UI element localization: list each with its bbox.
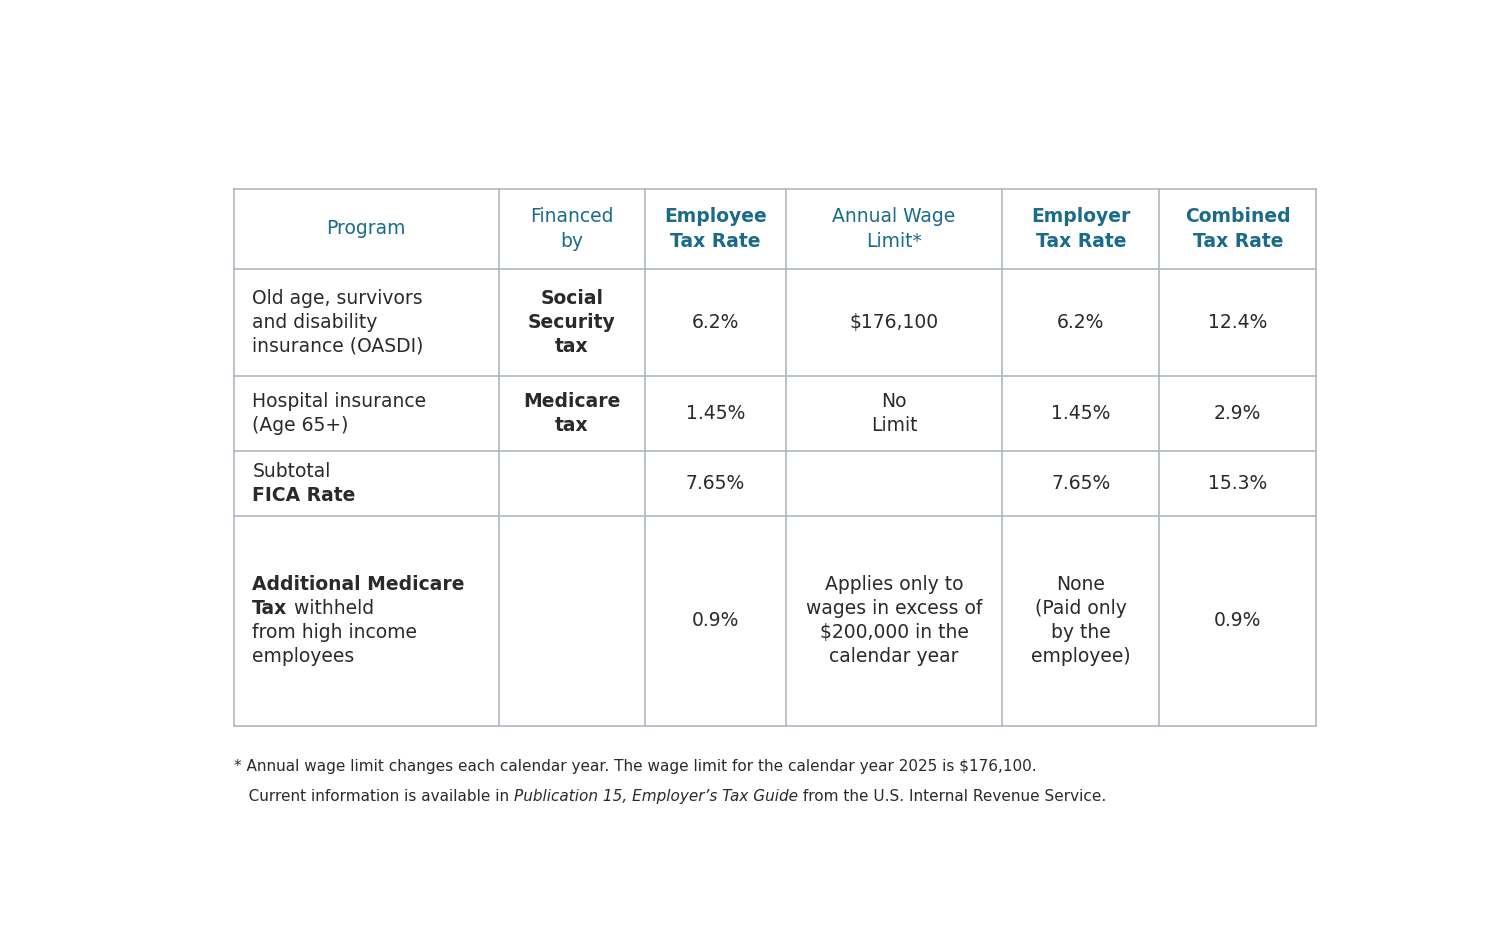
Text: calendar year: calendar year bbox=[829, 647, 959, 666]
Text: Annual Wage
Limit*: Annual Wage Limit* bbox=[833, 207, 956, 251]
Text: $200,000 in the: $200,000 in the bbox=[820, 624, 969, 642]
Text: 1.45%: 1.45% bbox=[685, 404, 745, 423]
Text: 7.65%: 7.65% bbox=[1051, 474, 1110, 493]
Text: from high income: from high income bbox=[253, 624, 417, 642]
Text: wages in excess of: wages in excess of bbox=[806, 599, 983, 618]
Text: Tax: Tax bbox=[253, 599, 287, 618]
Text: Program: Program bbox=[327, 219, 405, 238]
Text: Applies only to: Applies only to bbox=[824, 576, 963, 594]
Text: Hospital insurance: Hospital insurance bbox=[253, 392, 426, 411]
Text: employee): employee) bbox=[1031, 647, 1131, 666]
Text: 2.9%: 2.9% bbox=[1214, 404, 1261, 423]
Text: 6.2%: 6.2% bbox=[1057, 313, 1104, 332]
Text: from the U.S. Internal Revenue Service.: from the U.S. Internal Revenue Service. bbox=[797, 789, 1105, 804]
Text: Subtotal: Subtotal bbox=[253, 462, 331, 480]
Text: (Age 65+): (Age 65+) bbox=[253, 416, 349, 435]
Text: Current information is available in: Current information is available in bbox=[233, 789, 514, 804]
Text: and disability: and disability bbox=[253, 313, 378, 332]
Text: Additional Medicare: Additional Medicare bbox=[253, 576, 464, 594]
Text: Security: Security bbox=[528, 313, 615, 332]
Text: * Annual wage limit changes each calendar year. The wage limit for the calendar : * Annual wage limit changes each calenda… bbox=[233, 758, 1036, 773]
Text: employees: employees bbox=[253, 647, 354, 666]
Text: 0.9%: 0.9% bbox=[1214, 611, 1261, 630]
Text: Old age, survivors: Old age, survivors bbox=[253, 289, 423, 308]
Text: Financed
by: Financed by bbox=[531, 207, 614, 251]
Text: 12.4%: 12.4% bbox=[1208, 313, 1267, 332]
Text: Social: Social bbox=[540, 289, 603, 308]
Text: 7.65%: 7.65% bbox=[686, 474, 745, 493]
Text: Employee
Tax Rate: Employee Tax Rate bbox=[664, 207, 767, 251]
Text: tax: tax bbox=[555, 416, 588, 435]
Text: 6.2%: 6.2% bbox=[691, 313, 739, 332]
Text: Limit: Limit bbox=[871, 416, 918, 435]
Text: Combined
Tax Rate: Combined Tax Rate bbox=[1185, 207, 1291, 251]
Text: (Paid only: (Paid only bbox=[1034, 599, 1126, 618]
Text: 0.9%: 0.9% bbox=[691, 611, 739, 630]
Text: No: No bbox=[881, 392, 907, 411]
Text: Medicare: Medicare bbox=[523, 392, 620, 411]
Text: 1.45%: 1.45% bbox=[1051, 404, 1110, 423]
Text: Publication 15, Employer’s Tax Guide: Publication 15, Employer’s Tax Guide bbox=[514, 789, 797, 804]
Text: Employer
Tax Rate: Employer Tax Rate bbox=[1031, 207, 1131, 251]
Text: None: None bbox=[1057, 576, 1105, 594]
Text: tax: tax bbox=[555, 336, 588, 356]
Text: $176,100: $176,100 bbox=[850, 313, 939, 332]
Text: FICA Rate: FICA Rate bbox=[253, 486, 355, 505]
Text: by the: by the bbox=[1051, 624, 1111, 642]
Text: 15.3%: 15.3% bbox=[1208, 474, 1267, 493]
Text: withheld: withheld bbox=[287, 599, 373, 618]
Text: insurance (OASDI): insurance (OASDI) bbox=[253, 336, 423, 356]
